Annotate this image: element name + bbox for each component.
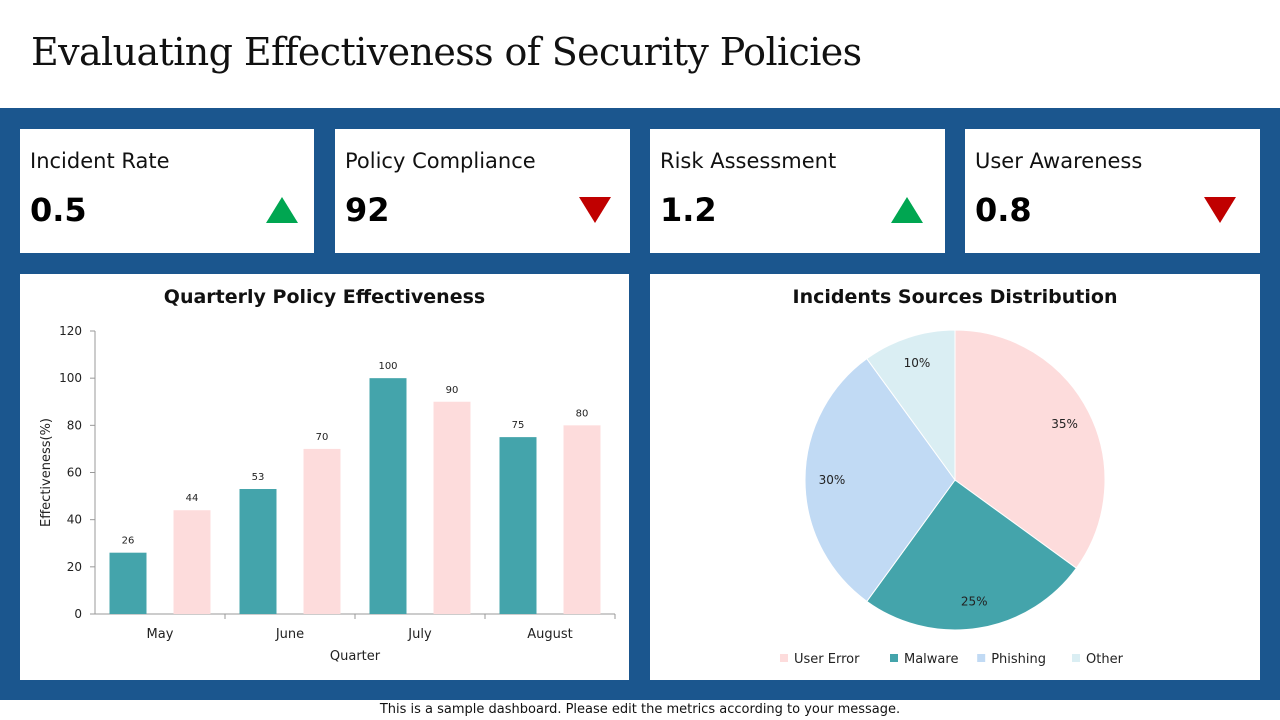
legend-swatch [1072,654,1080,662]
pie-slice [866,479,1078,631]
trend-up-icon [891,197,923,223]
x-axis-title: Quarter [330,649,381,664]
bar-data-label: 75 [512,420,525,431]
legend-label: Other [1086,652,1124,667]
pie-chart: 35% 25% 30% 10% User Error Malware Phishing Oth… [780,329,1124,667]
pie-slice [866,329,956,482]
bar-chart-card: Quarterly Policy Effectiveness 0 20 40 60 80… [20,274,629,680]
x-tick-label: July [407,627,432,642]
kpi-card-risk-assessment: Risk Assessment 1.2 [650,129,945,253]
bar-data-label: 90 [446,385,459,396]
pie-chart-title: Incidents Sources Distribution [792,286,1118,308]
trend-down-icon [1204,197,1236,223]
kpi-label: Risk Assessment [660,149,837,173]
y-tick-label: 20 [67,560,82,574]
x-tick-label: May [147,627,174,642]
footer-note: This is a sample dashboard. Please edit … [379,702,901,717]
y-tick-label: 80 [67,418,82,432]
bar [369,378,407,614]
pie-data-label: 35% [1051,417,1078,431]
legend-label: Malware [904,652,958,667]
legend-label: Phishing [991,652,1046,667]
legend-swatch [890,654,898,662]
pie-slice [804,357,956,603]
bar [303,448,341,614]
kpi-label: Incident Rate [30,149,170,173]
pie-chart-card: Incidents Sources Distribution 35% 25% 30%… [650,274,1260,680]
bar-data-label: 70 [316,432,329,443]
bar-data-label: 26 [122,536,135,547]
kpi-card-policy-compliance: Policy Compliance 92 [335,129,630,253]
x-tick-label: August [527,627,573,642]
kpi-card-user-awareness: User Awareness 0.8 [965,129,1260,253]
bar-data-label: 44 [186,493,199,504]
trend-up-icon [266,197,298,223]
y-tick-label: 60 [67,466,82,480]
y-tick-label: 40 [67,513,82,527]
kpi-value: 1.2 [660,191,717,229]
y-tick-label: 100 [59,371,82,385]
kpi-label: User Awareness [975,149,1143,173]
y-axis-title: Effectiveness(%) [39,418,54,527]
trend-down-icon [579,197,611,223]
kpi-value: 0.5 [30,191,87,229]
bar-data-label: 100 [378,361,397,372]
bar [239,489,277,614]
pie-data-label: 30% [819,473,846,487]
y-tick-label: 120 [59,324,82,338]
bar-data-label: 53 [252,472,265,483]
bar-chart-title: Quarterly Policy Effectiveness [163,286,486,308]
pie-data-label: 10% [904,356,931,370]
kpi-card-incident-rate: Incident Rate 0.5 [20,129,314,253]
bar-chart: 0 20 40 60 80 100 120 May 26 44 June 53 70 July 100 90 A… [39,324,616,664]
kpi-label: Policy Compliance [345,149,536,173]
kpi-value: 92 [345,191,390,229]
y-tick-label: 0 [74,607,82,621]
legend-swatch [780,654,788,662]
x-tick-label: June [275,627,304,642]
legend-swatch [977,654,986,662]
bar [173,510,211,614]
pie-slice [954,329,1106,569]
pie-data-label: 25% [961,594,988,608]
dashboard-panel: Incident Rate 0.5 Policy Compliance 92 R… [0,108,1280,700]
bar [499,437,537,614]
kpi-value: 0.8 [975,191,1032,229]
bar [433,401,471,614]
bar [109,552,147,614]
bar-data-label: 80 [576,408,589,419]
legend-label: User Error [794,652,860,667]
page-title: Evaluating Effectiveness of Security Pol… [31,30,862,74]
bar [563,425,601,614]
